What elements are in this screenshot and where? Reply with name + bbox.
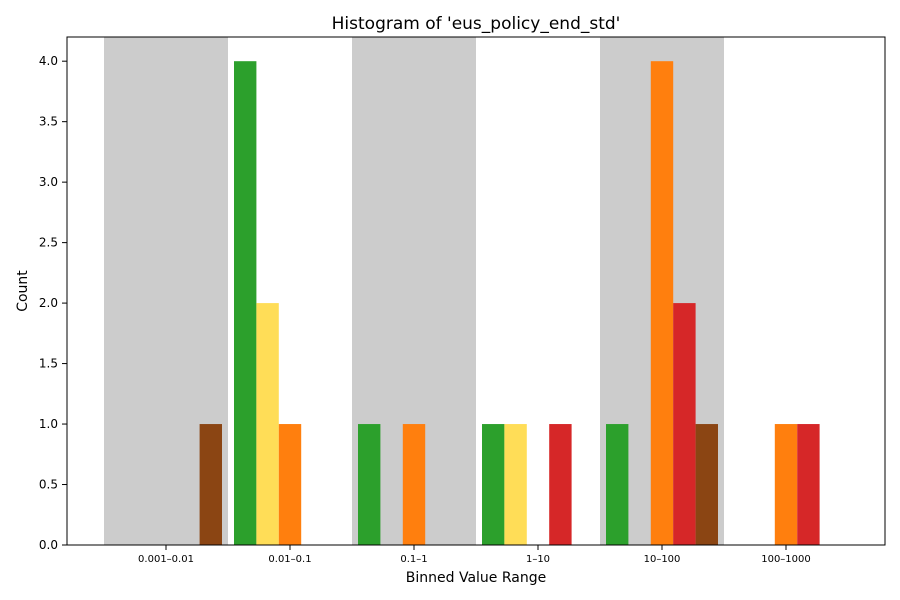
chart-title: Histogram of 'eus_policy_end_std' xyxy=(332,14,621,34)
plot-frame xyxy=(66,36,886,546)
x-tick-label: 0.001–0.01 xyxy=(138,554,194,565)
bar-green-3 xyxy=(482,424,505,545)
x-tick-label: 1–10 xyxy=(526,554,550,565)
x-axis-label: Binned Value Range xyxy=(406,570,546,586)
bar-orange-2 xyxy=(402,424,426,545)
x-axis: 0.001–0.01 0.01–0.1 0.1–1 1–10 10–100 100–100… xyxy=(138,545,811,565)
bar-brown-4 xyxy=(695,424,718,545)
bar-orange-5 xyxy=(774,424,798,545)
y-tick-label: 1.5 xyxy=(39,357,58,371)
x-tick-label: 0.01–0.1 xyxy=(268,554,311,565)
y-tick-label: 3.0 xyxy=(39,175,58,189)
x-tick-label: 0.1–1 xyxy=(400,554,427,565)
y-tick-label: 0.5 xyxy=(39,478,58,492)
bar-green-2 xyxy=(358,424,381,545)
y-axis: 0.0 0.5 1.0 1.5 2.0 2.5 3.0 3.5 4.0 xyxy=(39,54,67,552)
x-tick-label: 100–1000 xyxy=(761,554,811,565)
bar-orange-4 xyxy=(650,61,674,545)
y-tick-label: 4.0 xyxy=(39,54,58,68)
bar-red-4 xyxy=(673,303,696,545)
y-tick-label: 0.0 xyxy=(39,538,58,552)
y-axis-label: Count xyxy=(15,270,31,312)
bars-group xyxy=(199,61,820,545)
bin-shading-group xyxy=(104,37,724,545)
y-tick-label: 2.0 xyxy=(39,296,58,310)
bar-brown-0 xyxy=(199,424,222,545)
bar-red-5 xyxy=(797,424,820,545)
bar-orange-1 xyxy=(278,424,302,545)
y-tick-label: 3.5 xyxy=(39,115,58,129)
y-tick-label: 1.0 xyxy=(39,417,58,431)
bar-yellow-1 xyxy=(256,303,279,545)
x-tick-label: 10–100 xyxy=(644,554,681,565)
bar-green-4 xyxy=(606,424,629,545)
bar-red-3 xyxy=(549,424,572,545)
bar-green-1 xyxy=(234,61,257,545)
bar-yellow-3 xyxy=(504,424,527,545)
y-tick-label: 2.5 xyxy=(39,236,58,250)
